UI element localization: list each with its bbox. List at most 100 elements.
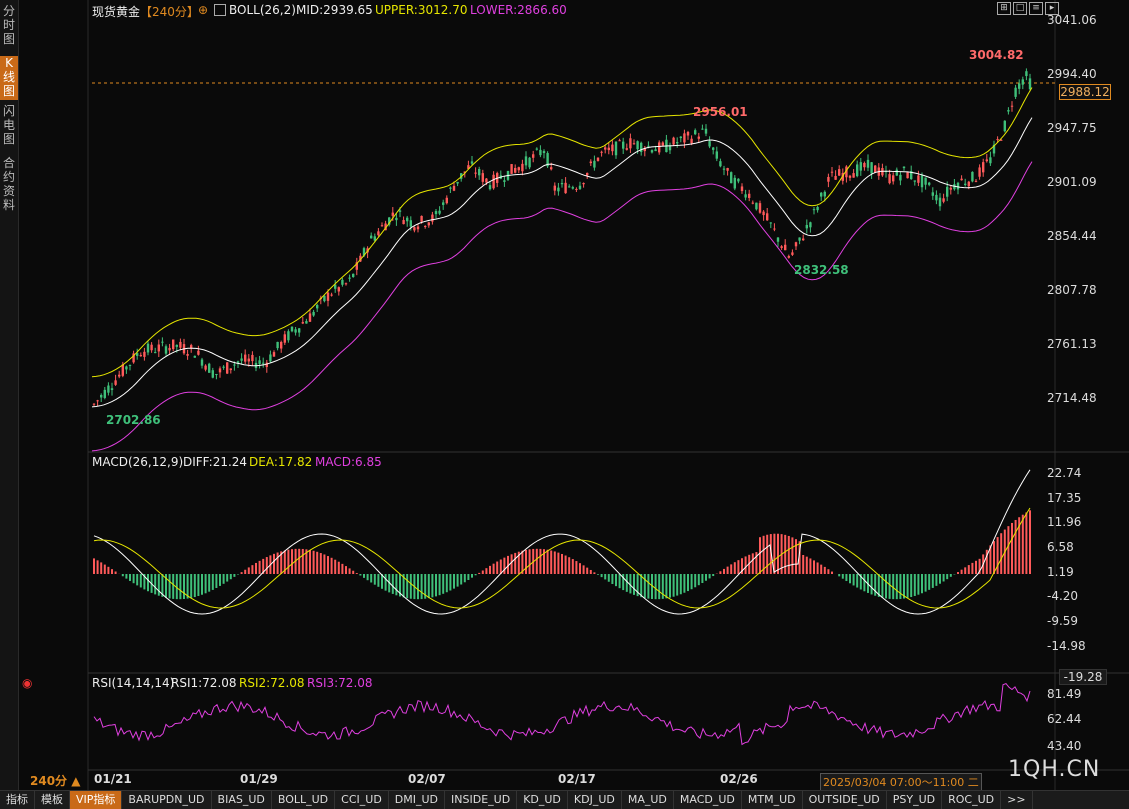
candle-body	[686, 131, 690, 136]
tab-templates[interactable]: 模板	[35, 791, 70, 809]
tab-bias[interactable]: BIAS_UD	[212, 791, 272, 809]
candle-body	[733, 177, 736, 189]
candle-body	[143, 351, 146, 357]
candle-body	[233, 364, 236, 366]
candle-body	[816, 206, 819, 211]
tab-barupdn[interactable]: BARUPDN_UD	[122, 791, 212, 809]
tab-time-chart[interactable]: 分时图	[2, 4, 15, 46]
candle-body	[668, 146, 672, 151]
candle-body	[406, 217, 409, 222]
candle-body	[262, 362, 265, 364]
candle-body	[776, 237, 780, 242]
candle-body	[589, 161, 592, 164]
candle-body	[827, 176, 830, 182]
candle-body	[539, 149, 542, 156]
tab-kd[interactable]: KD_UD	[517, 791, 568, 809]
candle-body	[193, 355, 196, 358]
candle-body	[654, 149, 657, 152]
list-icon[interactable]: ≡	[1029, 2, 1043, 15]
tab-vip-indicators[interactable]: VIP指标	[70, 791, 123, 809]
candle-body	[632, 143, 636, 145]
candle-body	[643, 148, 646, 152]
tab-macd[interactable]: MACD_UD	[674, 791, 742, 809]
period-selector[interactable]: 240分 ▲	[30, 774, 81, 788]
candle-body	[416, 226, 420, 230]
candle-body	[514, 167, 517, 173]
candle-body	[809, 222, 812, 228]
candle-body	[316, 305, 319, 309]
restore-icon[interactable]: □	[1013, 2, 1027, 15]
tab-boll[interactable]: BOLL_UD	[272, 791, 336, 809]
tab-inside[interactable]: INSIDE_UD	[445, 791, 518, 809]
candle-body	[384, 223, 387, 231]
candle-body	[100, 395, 103, 398]
scroll-arrow-icon[interactable]: ▸	[1045, 2, 1059, 15]
candle-body	[337, 287, 340, 292]
rsi-line	[93, 683, 1031, 746]
candle-body	[481, 173, 484, 182]
tab-mtm[interactable]: MTM_UD	[742, 791, 803, 809]
candle-body	[719, 161, 722, 167]
tab-psy[interactable]: PSY_UD	[887, 791, 943, 809]
candle-body	[647, 145, 650, 147]
candle-body	[434, 211, 438, 215]
candle-body	[607, 147, 610, 151]
macd-axis-label: 22.74	[1047, 466, 1082, 480]
candle-body	[92, 403, 96, 405]
candle-body	[967, 181, 970, 187]
date-label: 02/17	[558, 772, 596, 786]
candle-body	[226, 362, 229, 374]
candle-body	[380, 225, 384, 227]
candle-body	[553, 185, 556, 191]
tab-kdj[interactable]: KDJ_UD	[568, 791, 622, 809]
candle-body	[640, 142, 643, 153]
candle-body	[582, 182, 585, 185]
candle-body	[467, 165, 470, 169]
candle-body	[679, 136, 682, 139]
candle-body	[971, 171, 974, 182]
candle-body	[618, 140, 621, 142]
candle-body	[535, 148, 538, 150]
tab-indicators[interactable]: 指标	[0, 791, 35, 809]
tab-ma[interactable]: MA_UD	[622, 791, 674, 809]
tab-cci[interactable]: CCI_UD	[335, 791, 389, 809]
candle-body	[708, 141, 711, 147]
candle-body	[773, 228, 776, 230]
add-indicator-icon[interactable]: ⊕	[198, 3, 209, 17]
tab-contract-info[interactable]: 合约资料	[2, 156, 15, 212]
candle-body	[125, 366, 128, 370]
candle-body	[704, 128, 708, 134]
candle-body	[154, 352, 157, 354]
candle-body	[906, 172, 909, 179]
low-annotation: 2832.58	[794, 263, 849, 277]
candle-body	[956, 182, 960, 190]
candle-body	[373, 236, 376, 241]
target-icon[interactable]: ◉	[22, 676, 33, 690]
candle-body	[524, 156, 528, 166]
tab-more[interactable]: >>	[1001, 791, 1033, 809]
candle-body	[650, 150, 654, 153]
candle-body	[852, 173, 855, 178]
candle-body	[715, 151, 718, 159]
tab-dmi[interactable]: DMI_UD	[389, 791, 446, 809]
candle-body	[452, 185, 456, 191]
rsi2-value: RSI2:72.08	[239, 676, 305, 690]
candle-body	[780, 246, 783, 248]
tab-k-line[interactable]: K线图	[0, 56, 18, 100]
candle-body	[575, 188, 578, 190]
candle-body	[953, 184, 956, 190]
candle-body	[578, 185, 582, 189]
price-axis-label: 2994.40	[1047, 67, 1097, 81]
candle-body	[283, 334, 286, 343]
candle-body	[517, 167, 520, 171]
tab-outside[interactable]: OUTSIDE_UD	[803, 791, 887, 809]
candle-body	[744, 194, 747, 198]
candle-body	[485, 178, 488, 183]
indicator-chart-icon[interactable]	[214, 4, 226, 16]
candle-body	[661, 142, 664, 146]
zoom-icon[interactable]: ⊞	[997, 2, 1011, 15]
period-label[interactable]: 【240分】	[140, 5, 199, 19]
tab-flash-chart[interactable]: 闪电图	[2, 104, 15, 146]
tab-roc[interactable]: ROC_UD	[942, 791, 1002, 809]
